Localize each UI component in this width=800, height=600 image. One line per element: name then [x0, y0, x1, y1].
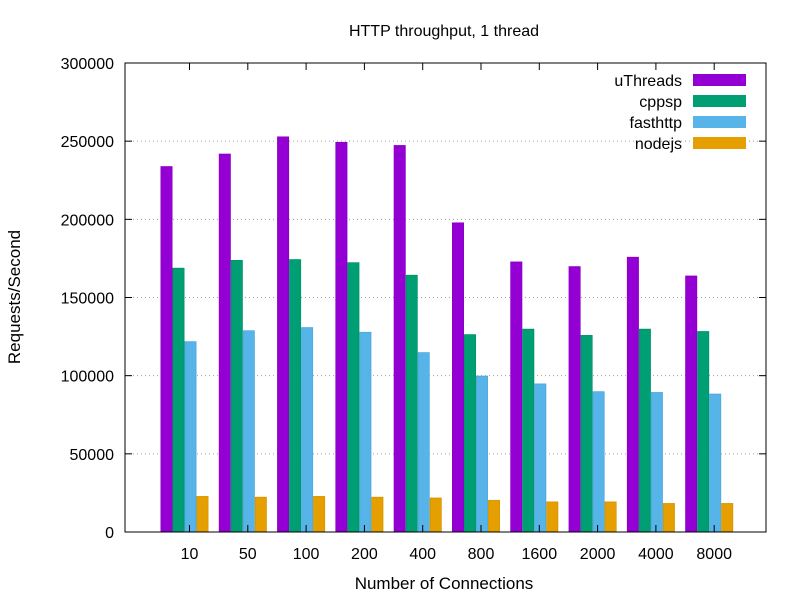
- x-axis-label: Number of Connections: [355, 574, 534, 593]
- bar-fasthttp-50: [242, 330, 255, 532]
- bar-nodejs-100: [313, 496, 326, 532]
- bar-uThreads-100: [277, 136, 290, 532]
- legend-swatch-cppsp: [693, 95, 746, 107]
- y-tick-label: 100000: [61, 369, 114, 386]
- bar-cppsp-1600: [522, 328, 535, 532]
- legend-label-fasthttp: fasthttp: [630, 115, 683, 132]
- bar-uThreads-400: [393, 145, 406, 532]
- bar-uThreads-4000: [626, 256, 639, 532]
- bar-fasthttp-8000: [709, 393, 722, 532]
- bar-nodejs-4000: [662, 503, 675, 532]
- bar-fasthttp-2000: [592, 391, 605, 532]
- bar-cppsp-100: [289, 259, 302, 532]
- bar-uThreads-10: [160, 166, 173, 532]
- y-tick-label: 200000: [61, 212, 114, 229]
- bar-fasthttp-200: [359, 331, 372, 532]
- bar-nodejs-2000: [604, 501, 617, 532]
- bar-fasthttp-1600: [534, 383, 547, 532]
- y-tick-label: 300000: [61, 56, 114, 73]
- bar-fasthttp-100: [301, 327, 314, 532]
- bar-nodejs-1600: [546, 501, 559, 532]
- x-tick-label: 8000: [696, 546, 732, 563]
- bar-fasthttp-4000: [650, 392, 663, 532]
- bar-cppsp-10: [172, 267, 185, 532]
- bar-cppsp-200: [347, 262, 360, 532]
- x-tick-label: 2000: [580, 546, 616, 563]
- x-tick-label: 100: [293, 546, 320, 563]
- legend-swatch-uThreads: [693, 74, 746, 86]
- bar-uThreads-8000: [685, 275, 698, 532]
- bar-cppsp-800: [464, 334, 476, 532]
- bar-uThreads-2000: [568, 266, 581, 532]
- bar-uThreads-200: [335, 141, 348, 532]
- legend-label-uThreads: uThreads: [614, 73, 682, 90]
- legend-swatch-fasthttp: [693, 116, 746, 128]
- x-axis: 10 50 100 200 400 800 1600 2000 4000 8000: [181, 63, 732, 563]
- x-tick-label: 50: [239, 546, 257, 563]
- x-tick-label: 1600: [522, 546, 558, 563]
- bar-nodejs-800: [488, 499, 500, 532]
- bar-cppsp-400: [405, 274, 418, 532]
- bar-cppsp-50: [230, 259, 243, 532]
- bar-nodejs-10: [196, 496, 209, 532]
- bar-nodejs-50: [254, 496, 267, 532]
- y-tick-label: 150000: [61, 291, 114, 308]
- bar-nodejs-400: [429, 497, 442, 532]
- bar-cppsp-2000: [580, 335, 593, 532]
- bar-uThreads-800: [452, 222, 464, 532]
- bar-uThreads-50: [218, 153, 231, 532]
- grid-lines: [125, 140, 766, 455]
- bar-nodejs-200: [371, 496, 384, 532]
- y-axis-label: Requests/Second: [5, 230, 24, 364]
- legend: uThreads cppsp fasthttp nodejs: [614, 73, 746, 153]
- y-tick-label: 50000: [70, 447, 115, 464]
- chart-title: HTTP throughput, 1 thread: [349, 23, 539, 40]
- bar-fasthttp-800: [476, 375, 488, 532]
- legend-swatch-nodejs: [693, 137, 746, 149]
- x-tick-label: 400: [409, 546, 436, 563]
- x-tick-label: 4000: [638, 546, 674, 563]
- x-tick-label: 800: [468, 546, 495, 563]
- legend-label-nodejs: nodejs: [635, 136, 682, 153]
- bar-cppsp-8000: [697, 331, 710, 532]
- bar-nodejs-8000: [721, 503, 734, 532]
- x-tick-label: 200: [351, 546, 378, 563]
- bar-fasthttp-10: [184, 341, 197, 532]
- y-tick-label: 0: [105, 525, 114, 542]
- y-tick-label: 250000: [61, 134, 114, 151]
- bar-fasthttp-400: [417, 352, 430, 532]
- bars: [160, 136, 734, 532]
- legend-label-cppsp: cppsp: [639, 94, 682, 111]
- y-axis: 0 50000 100000 150000 200000 250000 300000: [61, 56, 766, 542]
- bar-uThreads-1600: [510, 261, 523, 532]
- x-tick-label: 10: [181, 546, 199, 563]
- bar-cppsp-4000: [638, 328, 651, 532]
